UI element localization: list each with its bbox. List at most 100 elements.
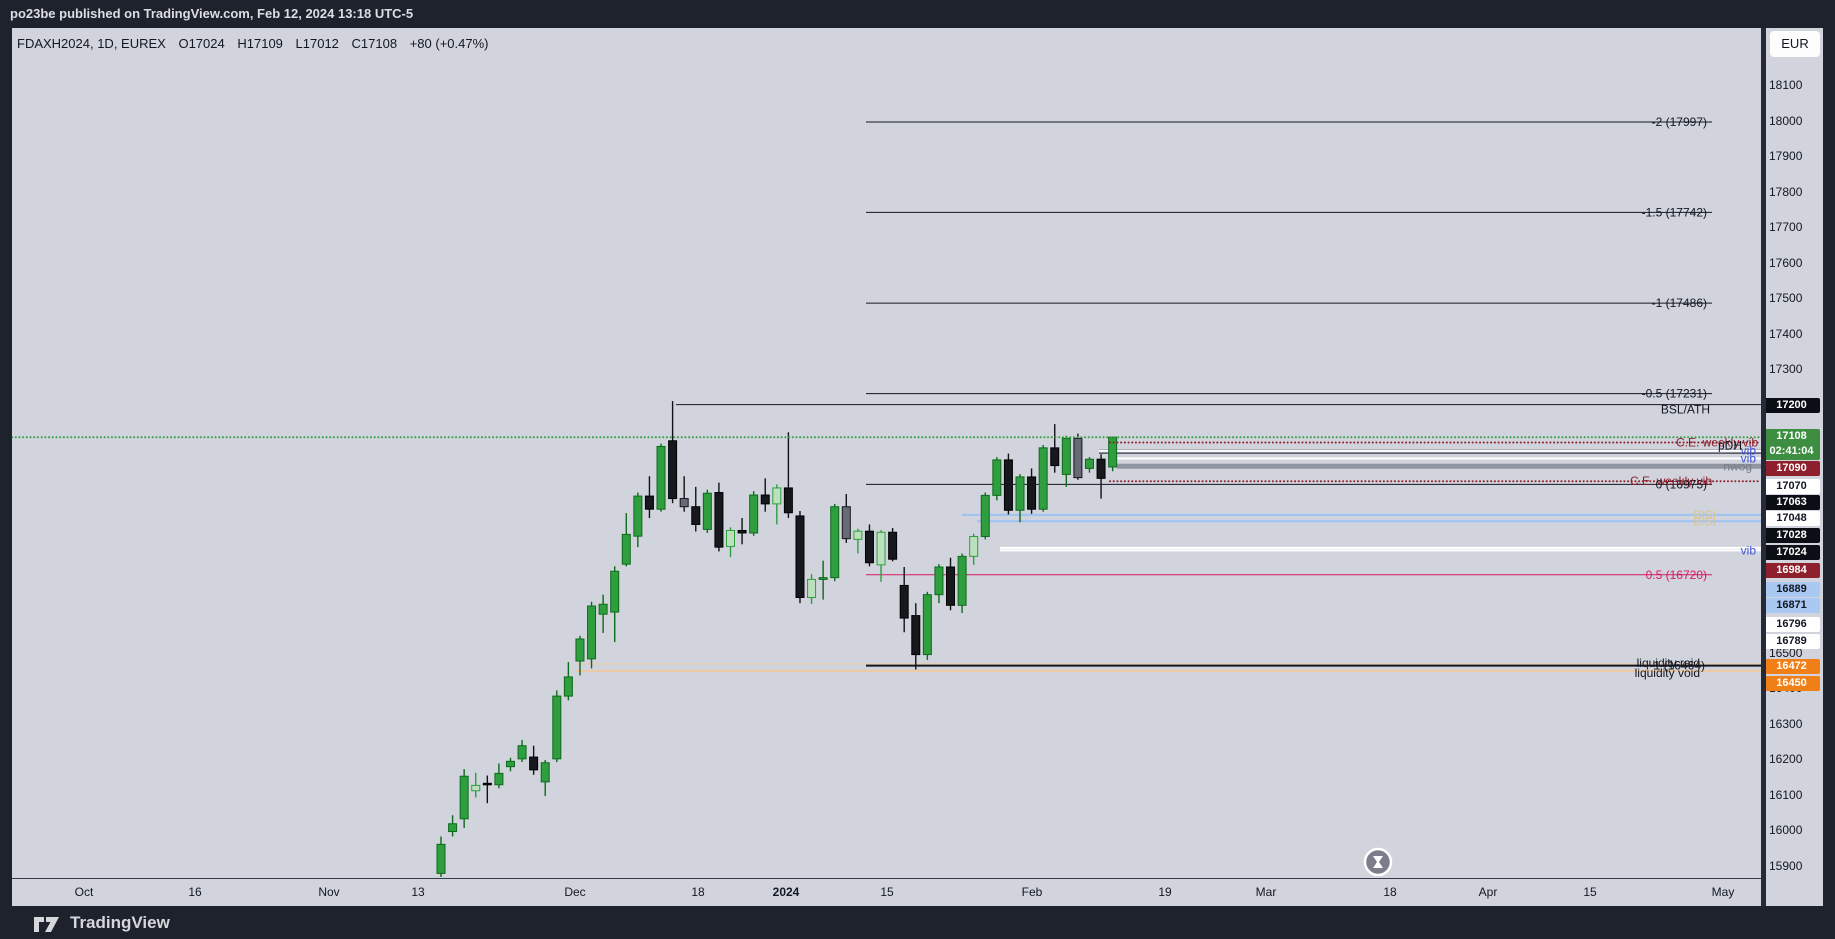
candle-body [1015, 476, 1025, 511]
time-axis[interactable]: Oct 16 Nov 13 Dec 18 2024 15 Feb 19 Mar 18 Apr 15 May [12, 878, 1823, 906]
level-label[interactable]: -1.5 (17742) [1642, 205, 1707, 219]
candle-body [1027, 476, 1037, 510]
candle-body [888, 531, 898, 560]
candle-body [726, 529, 735, 547]
price-flag-16889: 16889 [1763, 582, 1820, 597]
candle-body [807, 578, 817, 599]
price-tick: 16000 [1769, 823, 1803, 838]
time-tick-Oct: Oct [74, 885, 94, 899]
axis-separator [1761, 28, 1766, 906]
candle-body [482, 782, 492, 786]
price-tick: 16500 [1769, 645, 1803, 660]
candle-body [1096, 458, 1106, 479]
level-label[interactable]: -1 (17486) [1652, 296, 1707, 310]
candle-body [633, 495, 643, 537]
right-frame-strip [1823, 28, 1835, 906]
level-label[interactable]: BISI [1693, 508, 1716, 522]
candle-body [760, 494, 770, 505]
candle-body [1073, 437, 1083, 479]
level-label[interactable]: pDH [1718, 439, 1742, 453]
candle-body [911, 615, 921, 656]
price-flag-16472: 16472 [1763, 659, 1820, 674]
price-tick: 17400 [1769, 326, 1803, 341]
candle-body [668, 440, 678, 500]
hourglass-glyph [1373, 856, 1383, 868]
candle-body [656, 445, 666, 510]
candle-body [1084, 458, 1094, 469]
level-label[interactable]: liquidity raid [1637, 656, 1700, 670]
price-flag-17048: 17048 [1763, 511, 1820, 526]
level-label[interactable]: nwog [1723, 459, 1752, 473]
candle-body [598, 603, 608, 615]
price-flag-16796: 16796 [1763, 617, 1820, 632]
time-tick-Nov: Nov [318, 885, 340, 899]
level-label[interactable]: vib [1741, 444, 1757, 458]
price-flag-17024: 17024 [1763, 545, 1820, 560]
level-label[interactable]: -0.5 (17231) [1642, 387, 1707, 401]
price-flag-17200: 17200 [1763, 398, 1820, 413]
price-flag-17090: 17090 [1763, 461, 1820, 476]
tradingview-logo[interactable]: TradingView [33, 913, 170, 933]
time-tick-Dec: Dec [564, 885, 586, 899]
tradingview-logo-text: TradingView [70, 913, 170, 932]
price-flag-17063: 17063 [1763, 495, 1820, 510]
publisher-text: po23be published on TradingView.com, Feb… [10, 6, 414, 21]
price-tick: 16200 [1769, 752, 1803, 767]
level-label[interactable]: 0.5 (16720) [1646, 568, 1707, 582]
candle-body [772, 487, 782, 505]
level-label[interactable]: BSL/ATH [1661, 403, 1710, 417]
candle-body [691, 506, 701, 525]
level-label[interactable]: C.E. weekly vib [1676, 436, 1758, 450]
price-tick: 18100 [1769, 78, 1803, 93]
candle-body [864, 530, 874, 564]
level-label[interactable]: vib [1741, 451, 1757, 465]
candle-body [749, 494, 759, 534]
level-label[interactable]: BISI [1693, 514, 1716, 528]
candle-body [737, 529, 747, 534]
price-tick: 17500 [1769, 291, 1803, 306]
candle-body [957, 555, 967, 606]
price-flag-17070: 17070 [1763, 479, 1820, 494]
candle-body [621, 533, 631, 565]
level-label[interactable]: 0 (16975) [1656, 477, 1707, 491]
ohlc-low: L17012 [295, 36, 339, 51]
candle-body [876, 531, 886, 566]
time-tick-Feb: Feb [1021, 885, 1043, 899]
candle-body [934, 566, 944, 596]
candle-body [1038, 447, 1048, 510]
candle-body [679, 498, 689, 508]
candle-body [517, 745, 527, 760]
candle-body [471, 784, 481, 792]
level-label[interactable]: liquidity void [1635, 666, 1700, 680]
level-label[interactable]: C.E. weekly vib [1630, 474, 1712, 488]
price-flag-16450: 16450 [1763, 676, 1820, 691]
candle-body [459, 775, 469, 820]
candle-body [540, 762, 550, 783]
countdown-timer: 02:41:04 [1769, 445, 1814, 457]
candle-body [552, 695, 562, 760]
price-flag-16871: 16871 [1763, 598, 1820, 613]
level-label[interactable]: vib [1741, 543, 1757, 557]
publisher-bar: po23be published on TradingView.com, Feb… [0, 0, 1835, 28]
candle-body [1108, 436, 1118, 468]
candle-body [575, 638, 585, 662]
price-tick: 17600 [1769, 255, 1803, 270]
price-tick: 17700 [1769, 220, 1803, 235]
price-axis[interactable]: EUR 18100 18000 17900 17800 17700 17600 17500 1… [1763, 28, 1823, 906]
candle-body [992, 459, 1002, 496]
ohlc-open: O17024 [178, 36, 225, 51]
level-label[interactable]: -2 (17997) [1652, 115, 1707, 129]
price-tick: 16300 [1769, 716, 1803, 731]
symbol-title[interactable]: FDAXH2024, 1D, EUREX [17, 36, 166, 51]
candle-body [494, 772, 504, 786]
price-flag-17108: 17108 02:41:04 [1763, 429, 1820, 460]
time-tick-18: 18 [691, 885, 705, 899]
candle-body [436, 843, 446, 874]
price-tick: 17900 [1769, 149, 1803, 164]
price-flag-16789: 16789 [1763, 634, 1820, 649]
level-label[interactable]: 1 (16464) [1654, 659, 1705, 673]
price-flag-16984: 16984 [1763, 563, 1820, 578]
currency-button[interactable]: EUR [1770, 31, 1820, 57]
candle-body [830, 506, 840, 579]
